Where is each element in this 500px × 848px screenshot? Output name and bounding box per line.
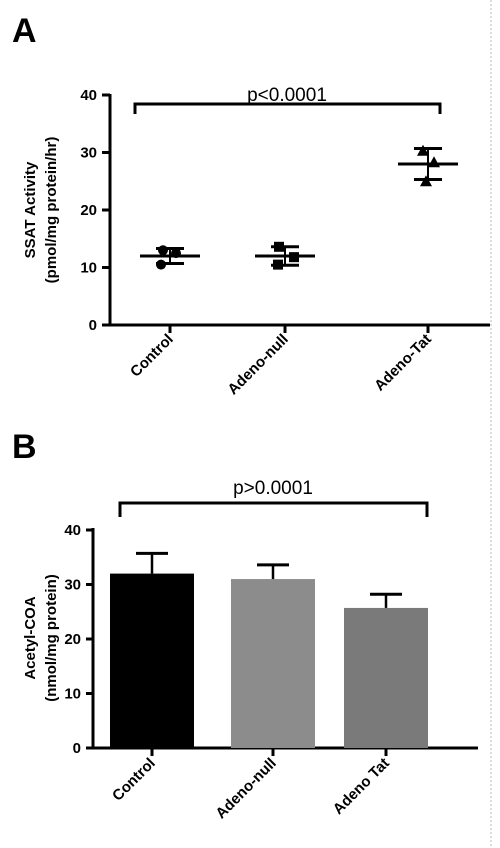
y-tick-label-b: 20 [64,631,81,648]
x-categories-a: Control Adeno-null Adeno-Tat [127,325,435,398]
y-tick-label-a: 20 [80,202,97,219]
y-axis-label-a-line1: SSAT Activity [22,161,39,258]
y-axis-label-b-line1: Acetyl-COA [22,596,39,680]
bars-b [110,551,428,748]
x-tick-label-b: Adeno-null [212,755,279,822]
x-tick-label-a: Adeno-null [224,331,291,398]
y-tick-label-a: 30 [80,145,97,162]
x-tick-label-b: Adeno Tat [330,755,393,818]
panel-a: A 0 10 20 30 40 Control Adeno-null Adeno-Tat S… [12,12,490,398]
significance-label-b: p>0.0001 [233,478,313,499]
significance-bracket-a [133,102,442,114]
x-tick-label-b: Control [109,755,159,805]
panel-b: B 0 10 20 30 40 Control Adeno-null Adeno Tat A… [12,428,478,822]
data-point [171,248,181,259]
bar [231,579,315,748]
data-point [156,259,166,270]
significance-bracket-b [118,501,429,517]
data-point [289,252,299,263]
panel-letter-a: A [12,12,37,50]
y-tick-label-b: 0 [73,740,81,757]
y-tick-label-b: 40 [64,522,81,539]
data-point [158,245,168,256]
y-tick-label-a: 40 [80,87,97,104]
y-tick-label-b: 30 [64,577,81,594]
bar [344,607,428,748]
data-point [274,241,284,252]
y-axis-label-b-line2: (nmol/mg protein) [43,574,60,702]
data-marks-a [140,144,458,270]
x-categories-b: Control Adeno-null Adeno Tat [109,748,393,822]
bar [110,573,194,748]
significance-label-a: p<0.0001 [247,85,327,106]
data-point [273,259,283,270]
panel-letter-b: B [12,428,37,466]
y-axis-label-a-line2: (pmol/mg protein/hr) [43,137,60,284]
y-ticks-a: 0 10 20 30 40 [80,87,110,334]
y-tick-label-a: 0 [89,317,97,334]
y-tick-label-b: 10 [64,686,81,703]
x-tick-label-a: Control [127,331,177,381]
x-tick-label-a: Adeno-Tat [371,331,435,395]
data-point [420,175,432,187]
data-point [428,156,440,168]
y-ticks-b: 0 10 20 30 40 [64,522,93,757]
data-point [417,144,429,156]
y-tick-label-a: 10 [80,260,97,277]
